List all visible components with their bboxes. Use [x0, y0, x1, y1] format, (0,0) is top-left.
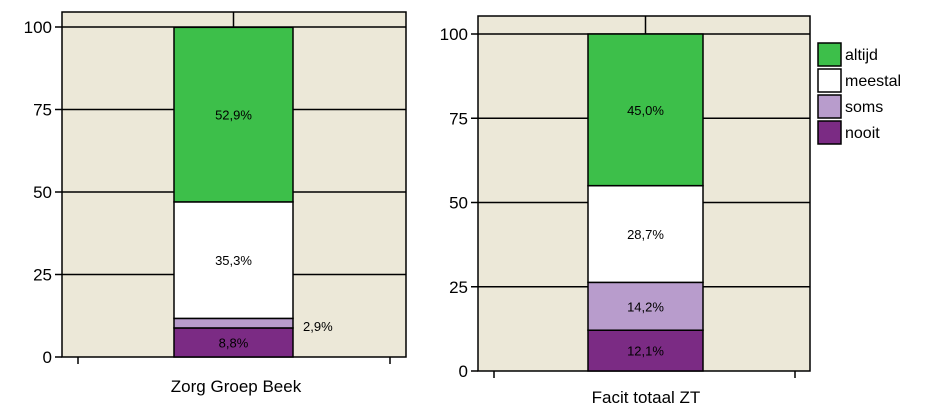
legend-swatch-nooit [817, 120, 842, 145]
panel-1-bar-segment-soms [173, 317, 294, 329]
panel-2-bar-segment-altijd [587, 33, 704, 187]
panel-2-bar-segment-soms [587, 281, 704, 331]
panel-2-bar-segment-meestal [587, 184, 704, 284]
panel-1-y-tick-label: 25 [33, 266, 52, 285]
panel-2-data-label-nooit: 12,1% [627, 344, 664, 359]
panel-1-data-label-nooit: 8,8% [219, 335, 249, 350]
panel-1-y-tick-label: 100 [24, 18, 52, 37]
panel-1-y-tick-label: 50 [33, 183, 52, 202]
panel-2-y-tick-label: 100 [440, 25, 468, 44]
panel-2-data-label-meestal: 28,7% [627, 227, 664, 242]
panel-2-y-tick-label: 25 [449, 278, 468, 297]
panel-2-y-tick-label: 0 [459, 362, 468, 381]
legend-label-nooit: nooit [845, 125, 880, 142]
panel-2-data-label-soms: 14,2% [627, 299, 664, 314]
panel-1-bar-segment-altijd [173, 26, 294, 203]
legend-swatch-soms [817, 94, 842, 119]
panel-2-data-label-altijd: 45,0% [627, 103, 664, 118]
panel-1-y-tick-label: 0 [43, 348, 52, 367]
legend-swatch-altijd [817, 42, 842, 67]
panel-2-category-label: Facit totaal ZT [592, 388, 701, 407]
panel-2-y-tick-label: 75 [449, 109, 468, 128]
legend-label-soms: soms [845, 99, 883, 116]
legend-swatch-meestal [817, 68, 842, 93]
panel-1-y-tick-label: 75 [33, 101, 52, 120]
panel-1-data-label-soms: 2,9% [303, 319, 333, 334]
legend-label-altijd: altijd [845, 47, 878, 64]
legend-label-meestal: meestal [845, 73, 901, 90]
panel-2-y-tick-label: 50 [449, 194, 468, 213]
panel-1-data-label-altijd: 52,9% [215, 108, 252, 123]
panel-1-category-label: Zorg Groep Beek [171, 377, 302, 396]
panel-1-data-label-meestal: 35,3% [215, 253, 252, 268]
